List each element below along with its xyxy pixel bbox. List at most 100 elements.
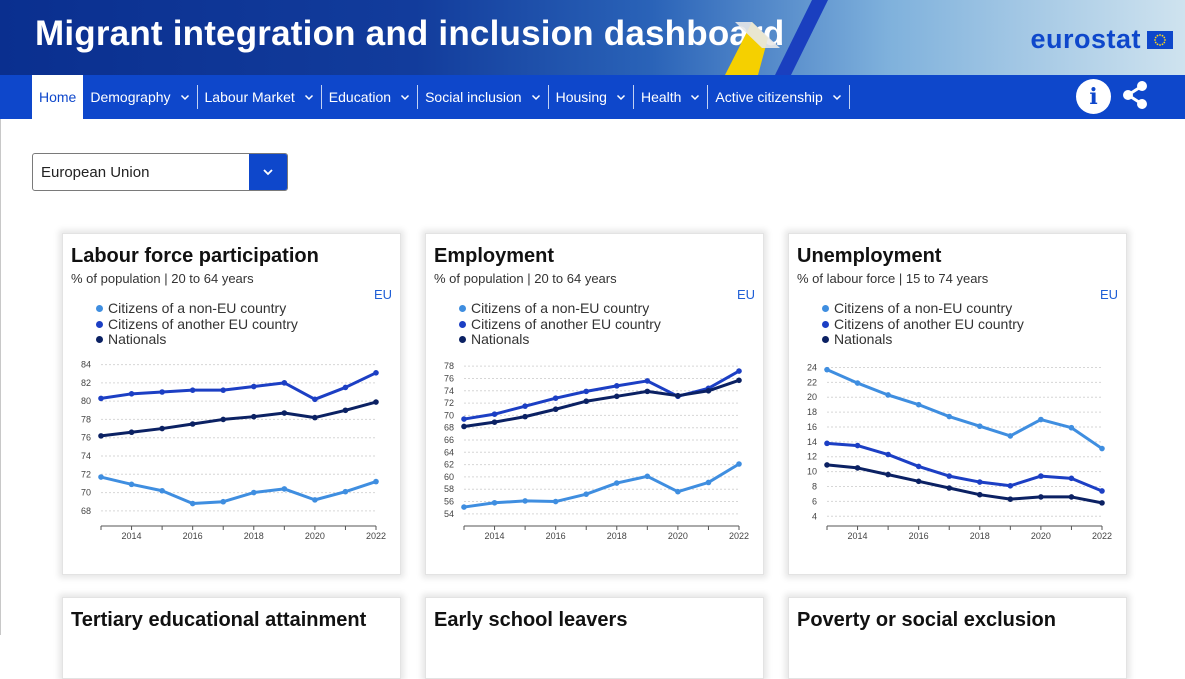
series-non-eu-point — [705, 479, 712, 486]
header-banner: Migrant integration and inclusion dashbo… — [0, 0, 1185, 75]
nav-item-label: Labour Market — [204, 89, 295, 105]
nav-divider — [320, 85, 322, 109]
legend-item-non-eu[interactable]: Citizens of a non-EU country — [96, 300, 298, 317]
card-unemployment[interactable]: Unemployment % of labour force | 15 to 7… — [788, 233, 1127, 575]
chart-legend: Citizens of a non-EU country Citizens of… — [96, 300, 298, 348]
nav-item-active-citizenship[interactable]: Active citizenship — [708, 75, 848, 119]
card-tertiary-educational-attainment[interactable]: Tertiary educational attainment — [62, 597, 401, 679]
card-early-school-leavers[interactable]: Early school leavers — [425, 597, 764, 679]
series-non-eu-point — [1007, 433, 1014, 439]
series-other-eu-point — [885, 451, 891, 458]
series-non-eu-point — [373, 478, 379, 485]
series-non-eu-point — [461, 504, 467, 510]
series-non-eu-point — [885, 392, 891, 398]
series-other-eu-point — [1038, 473, 1044, 479]
y-tick-label: 16 — [807, 422, 817, 432]
line-chart[interactable]: 68 70 72 74 76 78 80 82 84 2014 2016 2018 2020 2022 — [63, 352, 400, 552]
x-tick-label: 2020 — [305, 531, 325, 541]
nav-item-health[interactable]: Health — [634, 75, 707, 119]
y-tick-label: 68 — [81, 506, 91, 516]
x-tick-label: 2014 — [485, 531, 505, 541]
nav-item-education[interactable]: Education — [322, 75, 417, 119]
legend-item-non-eu[interactable]: Citizens of a non-EU country — [822, 300, 1024, 317]
legend-item-other-eu[interactable]: Citizens of another EU country — [459, 315, 661, 333]
y-tick-label: 68 — [444, 423, 454, 433]
x-tick-label: 2016 — [183, 531, 203, 541]
series-nationals-point — [885, 471, 891, 478]
y-tick-label: 70 — [444, 410, 454, 420]
legend-dot — [822, 305, 829, 313]
series-other-eu-point — [613, 383, 620, 389]
y-tick-label: 82 — [81, 378, 91, 388]
series-non-eu-point — [976, 423, 983, 430]
y-tick-label: 22 — [807, 377, 817, 387]
legend-item-other-eu[interactable]: Citizens of another EU country — [96, 316, 298, 333]
series-nationals-point — [736, 377, 742, 384]
legend-item-non-eu[interactable]: Citizens of a non-EU country — [459, 300, 661, 317]
series-nationals-point — [373, 399, 379, 405]
country-select-value: European Union — [41, 164, 150, 181]
nav-item-label: Social inclusion — [425, 89, 522, 105]
series-other-eu-point — [342, 384, 349, 391]
x-tick-label: 2022 — [729, 531, 749, 541]
legend-dot — [96, 320, 103, 328]
series-other-eu-point — [736, 368, 742, 374]
series-other-eu-point — [583, 388, 590, 395]
y-tick-label: 14 — [807, 437, 817, 447]
series-nationals-point — [342, 407, 349, 414]
series-nationals-point — [98, 433, 104, 439]
series-other-eu-line — [826, 441, 1103, 493]
legend-label: Nationals — [834, 331, 893, 347]
nav-item-social-inclusion[interactable]: Social inclusion — [418, 75, 548, 119]
series-non-eu-point — [613, 480, 620, 486]
card-employment[interactable]: Employment % of population | 20 to 64 ye… — [425, 233, 764, 575]
series-non-eu-line — [100, 475, 377, 506]
series-other-eu-line — [100, 371, 377, 401]
nav-item-labour-market[interactable]: Labour Market — [198, 75, 321, 119]
card-labour-force-participation[interactable]: Labour force participation % of populati… — [62, 233, 401, 575]
nav-item-housing[interactable]: Housing — [549, 75, 633, 119]
chevron-down-icon — [263, 169, 273, 176]
series-other-eu-point — [220, 387, 227, 393]
card-title: Employment — [434, 245, 555, 267]
legend-item-other-eu[interactable]: Citizens of another EU country — [822, 316, 1024, 333]
x-tick-label: 2016 — [909, 531, 929, 541]
legend-item-nationals[interactable]: Nationals — [96, 331, 298, 348]
series-non-eu-point — [220, 498, 227, 505]
series-nationals-point — [461, 423, 467, 430]
nav-item-demography[interactable]: Demography — [83, 75, 196, 119]
nav-divider — [196, 85, 198, 109]
y-tick-label: 58 — [444, 484, 454, 494]
chevron-down-icon — [304, 94, 313, 101]
legend-dot — [459, 336, 466, 344]
legend-item-nationals[interactable]: Nationals — [822, 331, 1024, 348]
series-non-eu-point — [1038, 416, 1044, 423]
nav-item-home[interactable]: Home — [32, 75, 84, 119]
info-icon[interactable]: i — [1076, 79, 1111, 114]
legend-dot — [822, 320, 829, 328]
share-icon[interactable] — [1121, 80, 1149, 110]
series-non-eu-point — [675, 488, 681, 495]
legend-label: Citizens of another EU country — [471, 315, 661, 332]
legend-item-nationals[interactable]: Nationals — [459, 331, 661, 348]
card-poverty-or-social-exclusion[interactable]: Poverty or social exclusion — [788, 597, 1127, 679]
legend-label: Nationals — [471, 331, 530, 347]
y-tick-label: 66 — [444, 435, 454, 445]
series-nationals-point — [1038, 494, 1044, 500]
card-title: Tertiary educational attainment — [71, 609, 367, 631]
y-tick-label: 8 — [812, 482, 817, 492]
series-other-eu-point — [373, 370, 379, 376]
y-tick-label: 20 — [807, 392, 817, 402]
series-other-eu-point — [1099, 488, 1105, 494]
y-tick-label: 10 — [807, 467, 817, 477]
eurostat-logo[interactable]: eurostat — [1030, 24, 1173, 55]
country-select[interactable]: European Union — [32, 153, 288, 191]
series-other-eu-point — [1068, 475, 1075, 482]
series-other-eu-point — [98, 395, 104, 402]
series-other-eu-point — [976, 479, 983, 485]
country-select-toggle[interactable] — [249, 154, 287, 190]
line-chart[interactable]: 54 56 58 60 62 64 66 68 70 72 74 76 78 2014 2016 2018 20… — [426, 352, 763, 552]
y-tick-label: 72 — [444, 398, 454, 408]
card-title: Early school leavers — [434, 609, 628, 631]
